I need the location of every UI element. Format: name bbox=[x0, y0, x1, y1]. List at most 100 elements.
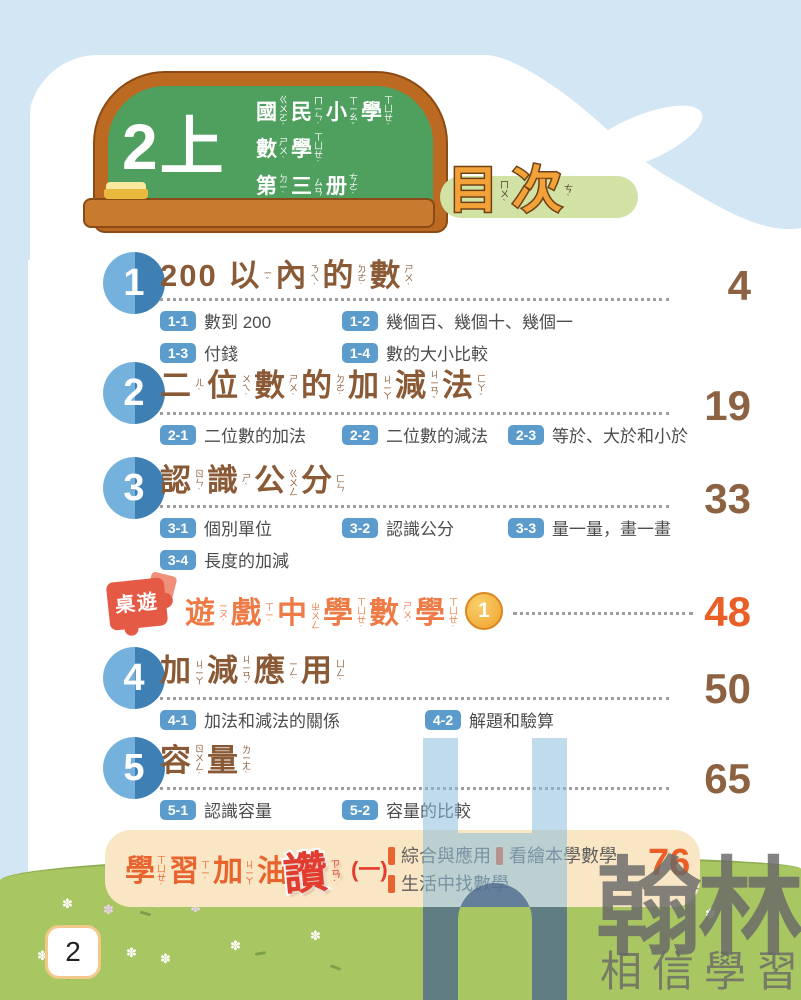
footer-title: 學ㄒㄩㄝˊ 習ㄒㄧˊ 加ㄐㄧㄚ 油ㄧㄡˊ bbox=[125, 854, 298, 892]
school-title-line1: 國ㄍㄨㄛˊ 民ㄇㄧㄣˊ 小ㄒㄧㄠˇ 學ㄒㄩㄝˊ bbox=[256, 95, 393, 132]
sub-item: 1-3 付錢 bbox=[160, 340, 238, 365]
legend-item: 生活中找數學 bbox=[388, 870, 509, 896]
sub-label: 幾個百、幾個十、幾個一 bbox=[386, 313, 573, 332]
chapter-number-circle: 5 bbox=[103, 737, 165, 799]
legend-item: 看繪本學數學 bbox=[496, 842, 617, 868]
game-title: 遊ㄧㄡˊ 戲ㄒㄧˋ 中ㄓㄨㄥ 學ㄒㄩㄝˊ 數ㄕㄨˋ 學ㄒㄩㄝˊ bbox=[185, 596, 458, 634]
sub-label: 二位數的加法 bbox=[204, 427, 306, 446]
sub-label: 量一量，畫一畫 bbox=[552, 520, 671, 539]
chapter-page-number: 50 bbox=[704, 665, 751, 712]
sub-item: 5-1 認識容量 bbox=[160, 797, 272, 822]
sub-label: 容量的比較 bbox=[386, 802, 471, 821]
legend-label: 綜合與應用 bbox=[401, 846, 491, 866]
sub-badge: 5-1 bbox=[160, 799, 196, 820]
flower-icon: ✽ bbox=[126, 945, 137, 960]
sub-item: 1-2 幾個百、幾個十、幾個一 bbox=[342, 308, 573, 333]
leader-dots bbox=[160, 505, 669, 508]
sub-item: 2-1 二位數的加法 bbox=[160, 422, 306, 447]
chapter-title: 二ㄦˋ位ㄨㄟˋ數ㄕㄨˋ的ㄉㄜ˙加ㄐㄧㄚ減ㄐㄧㄢˇ法ㄈㄚˇ bbox=[160, 368, 486, 406]
sub-badge: 2-1 bbox=[160, 424, 196, 445]
sub-badge: 4-2 bbox=[425, 709, 461, 730]
legend-item: 綜合與應用 bbox=[388, 842, 491, 868]
sub-item: 1-1 數到 200 bbox=[160, 308, 271, 333]
flower-icon: ✽ bbox=[160, 951, 171, 966]
sub-badge: 1-3 bbox=[160, 342, 196, 363]
school-title-line2: 數ㄕㄨˋ 學ㄒㄩㄝˊ bbox=[256, 132, 323, 169]
chapter-title: 加ㄐㄧㄚ減ㄐㄧㄢˇ應ㄧㄥˋ用ㄩㄥˋ bbox=[160, 653, 345, 691]
sub-item: 3-1 個別單位 bbox=[160, 515, 272, 540]
sub-badge: 1-1 bbox=[160, 310, 196, 331]
game-page-number: 48 bbox=[704, 588, 751, 635]
flower-icon: ✽ bbox=[37, 948, 48, 963]
flower-icon: ✽ bbox=[190, 900, 201, 915]
page-number-badge: 2 bbox=[45, 925, 101, 979]
sub-item: 3-3 量一量，畫一畫 bbox=[508, 515, 671, 540]
sub-badge: 3-4 bbox=[160, 549, 196, 570]
chapter-page-number: 4 bbox=[727, 262, 751, 309]
sub-label: 二位數的減法 bbox=[386, 427, 488, 446]
chapter-number-circle: 4 bbox=[103, 647, 165, 709]
legend-label: 看繪本學數學 bbox=[509, 846, 617, 866]
footer-page-number: 76 bbox=[648, 842, 691, 884]
sub-badge: 4-1 bbox=[160, 709, 196, 730]
chapter-page-number: 65 bbox=[704, 755, 751, 802]
school-title-line3: 第ㄉㄧˋ 三ㄙㄢ 册ㄘㄜˋ bbox=[256, 173, 358, 202]
legend-bullet bbox=[388, 875, 395, 893]
sub-badge: 1-2 bbox=[342, 310, 378, 331]
sub-badge: 1-4 bbox=[342, 342, 378, 363]
chapter-title: 200 以ㄧˇ內ㄋㄟˋ的ㄉㄜ˙數ㄕㄨˋ bbox=[160, 258, 414, 293]
sub-item: 2-3 等於、大於和小於 bbox=[508, 422, 688, 447]
chapter-row-3: 3 認ㄖㄣˋ識ㄕˋ公ㄍㄨㄥ分ㄈㄣ 33 3-1 個別單位 3-2 認識公分 3-3 量… bbox=[103, 455, 751, 577]
chapter-title: 容ㄖㄨㄥˊ量ㄌㄧㄤˋ bbox=[160, 743, 251, 782]
sub-item: 4-2 解題和驗算 bbox=[425, 707, 554, 732]
chapter-row-2: 2 二ㄦˋ位ㄨㄟˋ數ㄕㄨˋ的ㄉㄜ˙加ㄐㄧㄚ減ㄐㄧㄢˇ法ㄈㄚˇ 19 2-1 二位數… bbox=[103, 360, 751, 452]
footer-volume-label: (一) bbox=[351, 857, 388, 882]
sub-item: 2-2 二位數的減法 bbox=[342, 422, 488, 447]
flower-icon: ✽ bbox=[230, 938, 241, 953]
sub-label: 加法和減法的關係 bbox=[204, 712, 340, 731]
grade-label: 2上 bbox=[122, 111, 226, 183]
chapter-page-number: 19 bbox=[704, 382, 751, 429]
sub-label: 數的大小比較 bbox=[386, 345, 488, 364]
sub-label: 長度的加減 bbox=[204, 552, 289, 571]
sub-label: 個別單位 bbox=[204, 520, 272, 539]
flower-icon: ✽ bbox=[705, 906, 716, 921]
leader-dots bbox=[160, 787, 669, 790]
game-sequence-badge: 1 bbox=[465, 592, 503, 630]
chapter-title: 認ㄖㄣˋ識ㄕˋ公ㄍㄨㄥ分ㄈㄣ bbox=[160, 463, 345, 498]
chapter-row-5: 5 容ㄖㄨㄥˊ量ㄌㄧㄤˋ 65 5-1 認識容量 5-2 容量的比較 bbox=[103, 735, 751, 827]
sub-item: 1-4 數的大小比較 bbox=[342, 340, 488, 365]
legend-bullet bbox=[496, 847, 503, 865]
chapter-number-circle: 3 bbox=[103, 457, 165, 519]
sub-label: 認識公分 bbox=[386, 520, 454, 539]
sub-badge: 2-2 bbox=[342, 424, 378, 445]
sub-item: 5-2 容量的比較 bbox=[342, 797, 471, 822]
sub-badge: 2-3 bbox=[508, 424, 544, 445]
puzzle-label: 桌遊 bbox=[113, 590, 161, 618]
sub-badge: 3-2 bbox=[342, 517, 378, 538]
sub-label: 解題和驗算 bbox=[469, 712, 554, 731]
flower-icon: ✽ bbox=[103, 902, 114, 917]
sub-item: 4-1 加法和減法的關係 bbox=[160, 707, 340, 732]
sub-label: 數到 200 bbox=[204, 313, 272, 332]
chapter-row-4: 4 加ㄐㄧㄚ減ㄐㄧㄢˇ應ㄧㄥˋ用ㄩㄥˋ 50 4-1 加法和減法的關係 4-2 解題… bbox=[103, 645, 751, 737]
flower-icon: ✽ bbox=[62, 896, 73, 911]
eraser-icon bbox=[104, 182, 148, 199]
sub-badge: 5-2 bbox=[342, 799, 378, 820]
puzzle-piece-icon: 桌遊 bbox=[105, 577, 174, 637]
sub-item: 3-2 認識公分 bbox=[342, 515, 454, 540]
sub-item: 3-4 長度的加減 bbox=[160, 547, 289, 572]
leader-dots bbox=[160, 298, 669, 301]
leader-dots bbox=[160, 412, 669, 415]
legend-bullet bbox=[388, 847, 395, 865]
flower-icon: ✽ bbox=[310, 928, 321, 943]
chapter-page-number: 33 bbox=[704, 475, 751, 522]
footer-panel: 學ㄒㄩㄝˊ 習ㄒㄧˊ 加ㄐㄧㄚ 油ㄧㄡˊ 讚ㄗㄢˋ (一) 綜合與應用 生活中找數學 … bbox=[105, 830, 700, 907]
toc-title: 目ㄇㄨˋ次ㄘˋ bbox=[447, 161, 574, 220]
school-title: 國ㄍㄨㄛˊ 民ㄇㄧㄣˊ 小ㄒㄧㄠˇ 學ㄒㄩㄝˊ 數ㄕㄨˋ 學ㄒㄩㄝˊ 第ㄉㄧˋ 三ㄙㄢ 册ㄘ… bbox=[256, 95, 396, 204]
chapter-number-circle: 1 bbox=[103, 252, 165, 314]
legend-label: 生活中找數學 bbox=[401, 874, 509, 894]
leader-dots bbox=[160, 697, 669, 700]
leader-dots bbox=[513, 612, 693, 615]
sub-badge: 3-3 bbox=[508, 517, 544, 538]
